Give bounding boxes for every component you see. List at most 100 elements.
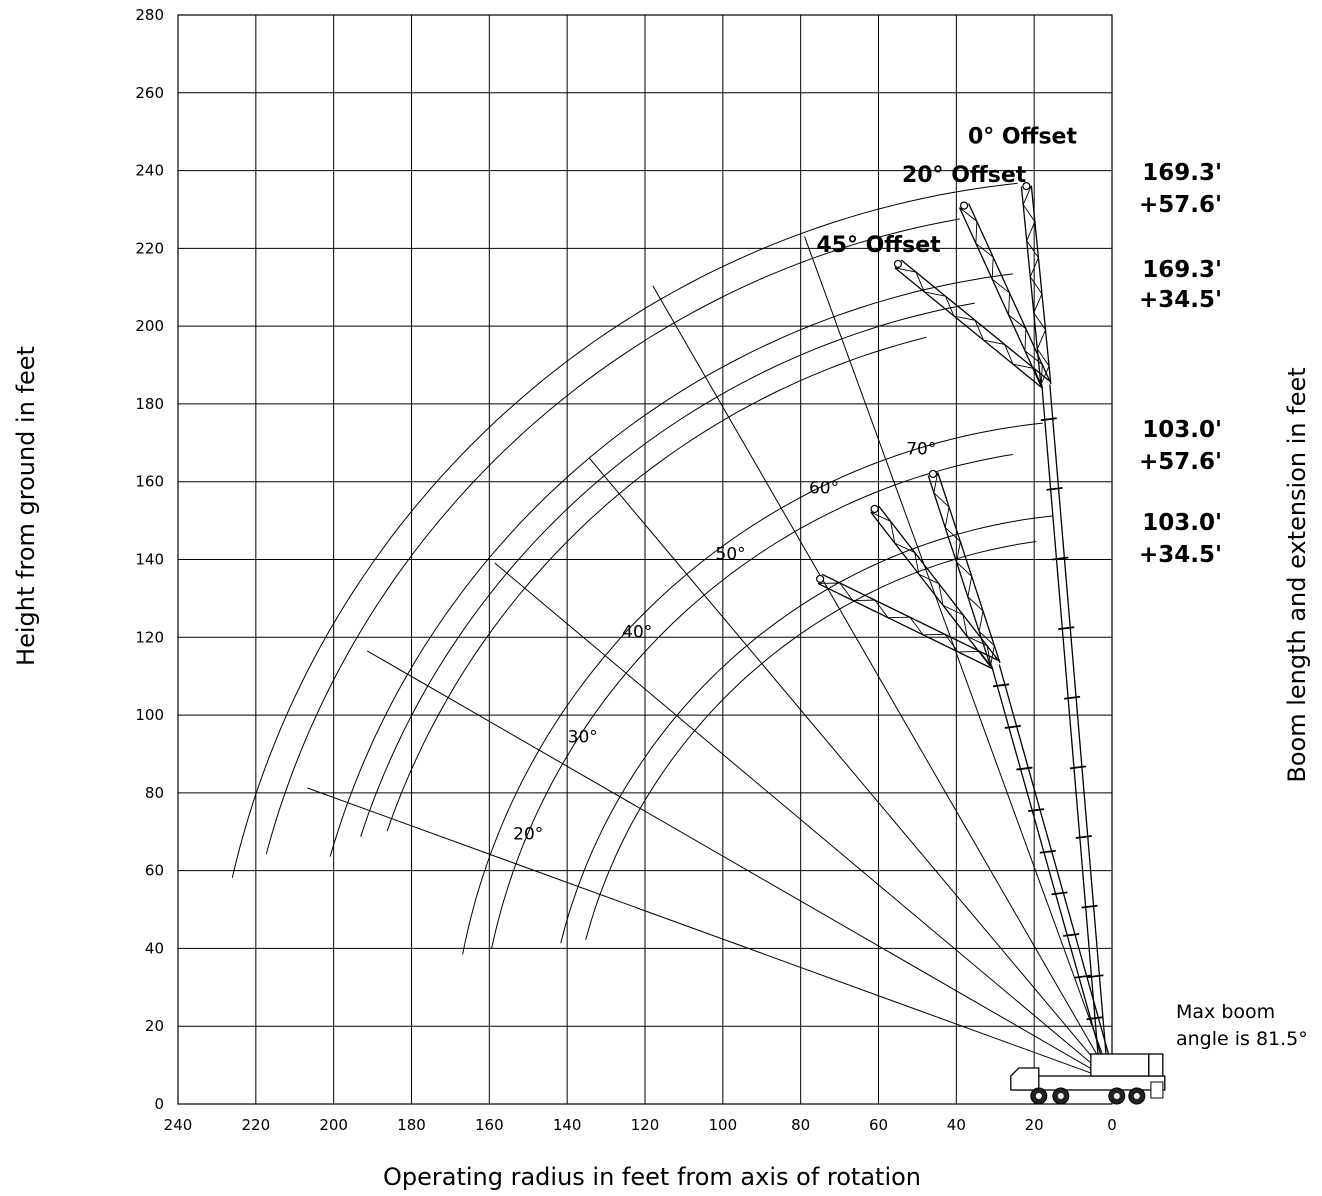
boom-length-label: 169.3' [1142,160,1222,186]
chart-labels: 240 220 200 180 160 140 120 100 80 60 40 20 00204060… [135,6,1222,1134]
lattice-jib [1020,182,1052,386]
boom-angle-line [494,562,1113,1082]
wheel-hub [1057,1093,1064,1099]
boom-section-mark [1016,766,1033,771]
lattice-brace [974,320,984,341]
boom-angle-lines [307,236,1113,1082]
boom-length-label: 169.3' [1142,257,1222,283]
y-tick-label: 100 [135,706,164,724]
lattice-brace [986,645,992,668]
range-arc [560,515,1053,944]
boom-section-mark [1063,933,1080,937]
x-tick-label: 100 [709,1116,738,1134]
y-tick-label: 0 [154,1095,164,1113]
secondary-axis-title: Boom length and extension in feet [1283,367,1311,782]
boom-angle-line [652,285,1113,1081]
y-tick-label: 140 [135,551,164,569]
boom-angle-label: 60° [809,478,839,498]
lattice-brace [942,604,964,616]
lattice-brace [1029,276,1043,295]
x-tick-label: 0 [1107,1116,1117,1134]
boom-section-mark [1028,808,1045,813]
max-boom-angle-note-line-2: angle is 81.5° [1176,1028,1308,1050]
range-arc [329,273,1013,857]
y-tick-label: 280 [135,6,164,24]
telescopic-boom [1040,384,1109,1081]
offset-label: 20° Offset [902,163,1027,188]
lattice-brace [978,631,995,646]
boom-angle-line [804,236,1113,1081]
lattice-brace [1022,204,1036,222]
cab [1010,1067,1040,1091]
y-tick-label: 160 [135,473,164,491]
lattice-brace [990,645,995,667]
plot-frame [177,14,1113,1105]
boom-section-mark [1086,1016,1103,1021]
lattice-brace [945,296,955,317]
lattice-brace [938,583,944,606]
boom-rail [958,207,1042,387]
y-tick-label: 220 [135,239,164,257]
lattice-jib [816,573,998,670]
x-tick-label: 60 [869,1116,888,1134]
boom-section-mark [1052,556,1069,561]
x-tick-label: 80 [791,1116,810,1134]
sheave [893,259,903,269]
lattice-brace [933,492,950,508]
y-tick-label: 240 [135,162,164,180]
sheave [1022,182,1031,191]
lattice-brace [975,221,978,244]
y-axis-title: Height from ground in feet [12,346,40,666]
x-axis-title: Operating radius in feet from axis of ro… [383,1163,921,1191]
boom-section-mark [1063,695,1081,700]
boom-rail [937,472,1001,664]
boom-edge [1041,384,1101,1081]
lattice-brace [966,636,988,647]
lattice-brace [944,634,959,653]
lattice-brace [918,573,940,585]
lattice-brace [956,541,961,563]
lattice-brace [959,207,978,222]
y-tick-label: 20 [145,1017,164,1035]
lattice-brace [1004,344,1014,365]
boom-section-mark [1069,765,1087,770]
boom-section-mark [1075,835,1092,839]
boom-section-mark [1087,974,1104,979]
range-arc [491,454,1013,950]
boom-edge [998,664,1117,1081]
lattice-brace [1024,350,1043,365]
lattice-brace [1029,257,1039,277]
lattice-jib [958,201,1051,387]
lattice-brace [991,257,994,280]
boom-edge [990,664,1109,1081]
boom-section-mark [1046,487,1063,491]
boom-rail [894,267,1044,389]
lattice-brace [874,599,889,618]
x-tick-label: 180 [397,1116,426,1134]
lattice-brace [839,582,854,601]
boom-extension-label: +34.5' [1139,542,1222,568]
boom-length-label: 103.0' [1142,417,1222,443]
y-tick-label: 60 [145,862,164,880]
counterweight [1148,1053,1164,1077]
x-tick-label: 200 [319,1116,348,1134]
lattice-brace [1026,240,1039,259]
max-boom-angle-note: Max boom [1176,1001,1275,1023]
outrigger [1150,1081,1164,1099]
lattice-brace [915,271,925,293]
x-tick-label: 240 [164,1116,193,1134]
offset-label: 45° Offset [816,233,941,258]
x-tick-label: 160 [475,1116,504,1134]
x-tick-label: 40 [947,1116,966,1134]
boom-angle-line [366,650,1113,1082]
lattice-brace [1024,328,1027,351]
telescopic-boom [990,664,1117,1081]
boom-length-label: 103.0' [1142,510,1222,536]
lattice-brace [870,511,891,522]
boom-extension-label: +34.5' [1139,287,1222,313]
lattice-brace [1040,365,1050,386]
boom-angle-label: 20° [513,825,543,845]
x-tick-label: 20 [1025,1116,1044,1134]
boom-extension-label: +57.6' [1139,192,1222,218]
lattice-brace [914,552,920,575]
